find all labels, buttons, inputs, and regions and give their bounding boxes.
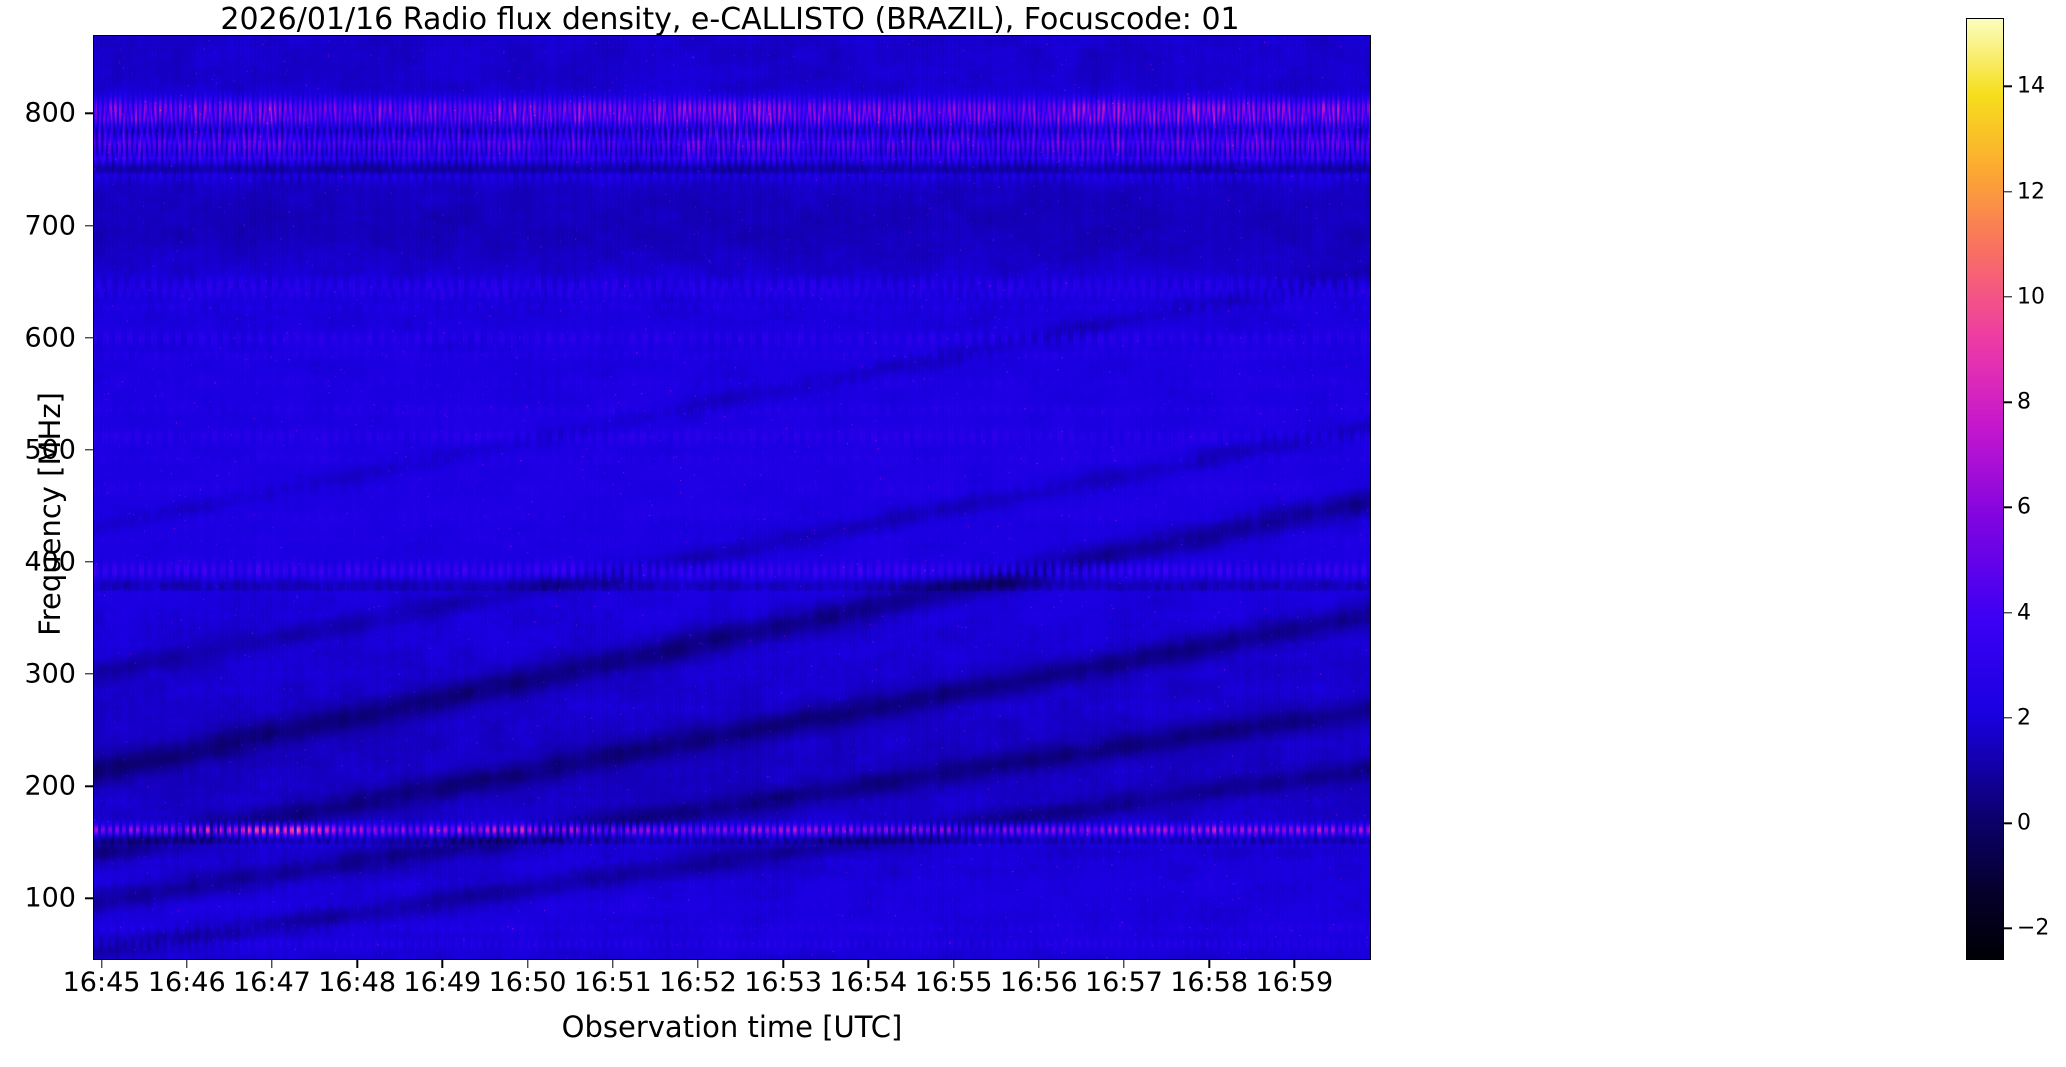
colorbar-tick-mark [2004, 296, 2012, 298]
colorbar-tick-mark [2004, 822, 2012, 824]
y-tick-mark [85, 449, 93, 451]
x-tick-label: 16:50 [488, 967, 567, 998]
spectrogram-image [94, 36, 1370, 959]
colorbar-tick-label: 12 [2017, 179, 2045, 205]
x-tick-mark [271, 960, 273, 968]
y-tick-label: 300 [24, 658, 76, 690]
y-tick-label: 700 [24, 210, 76, 242]
y-tick-mark [85, 785, 93, 787]
colorbar-tick-label: 6 [2017, 494, 2031, 520]
x-tick-label: 16:57 [1085, 967, 1163, 998]
y-tick-mark [85, 112, 93, 115]
colorbar-tick-mark [2004, 190, 2012, 193]
y-tick-label: 200 [24, 770, 76, 802]
spectrogram-plot-area [93, 35, 1371, 960]
x-tick-mark [782, 960, 784, 968]
y-tick-label: 500 [24, 434, 76, 466]
colorbar-tick-label: −2 [2017, 915, 2050, 941]
colorbar-gradient [1967, 19, 2003, 959]
x-tick-mark [1123, 960, 1125, 968]
colorbar-tick-label: 4 [2017, 600, 2031, 626]
colorbar-tick-label: 0 [2017, 810, 2031, 836]
colorbar-tick-label: 14 [2017, 73, 2045, 99]
y-tick-mark [85, 561, 93, 563]
y-tick-label: 600 [24, 322, 76, 354]
x-tick-label: 16:54 [829, 967, 908, 998]
x-tick-label: 16:59 [1255, 967, 1334, 998]
y-tick-mark [85, 897, 93, 900]
x-tick-mark [867, 960, 870, 968]
x-tick-mark [100, 960, 103, 968]
colorbar-tick-mark [2004, 401, 2012, 403]
colorbar-tick-mark [2004, 611, 2012, 614]
x-tick-label: 16:51 [573, 967, 652, 998]
x-tick-mark [356, 960, 358, 968]
x-tick-label: 16:56 [999, 967, 1078, 998]
colorbar-tick-label: 2 [2017, 705, 2031, 731]
y-tick-label: 400 [24, 546, 76, 578]
colorbar-tick-mark [2004, 927, 2012, 930]
colorbar-tick-mark [2004, 506, 2012, 509]
y-tick-label: 800 [24, 97, 76, 129]
y-tick-label: 100 [24, 882, 76, 914]
x-tick-label: 16:48 [318, 967, 397, 998]
x-tick-label: 16:53 [744, 967, 823, 998]
y-axis-title: Frequency [MHz] [33, 392, 67, 636]
x-tick-label: 16:52 [659, 967, 737, 998]
x-tick-label: 16:55 [914, 967, 993, 998]
x-tick-mark [441, 960, 444, 968]
x-tick-mark [952, 960, 955, 968]
colorbar-tick-label: 10 [2017, 284, 2045, 310]
y-tick-mark [85, 673, 93, 675]
x-tick-mark [697, 960, 699, 968]
y-tick-mark [85, 337, 93, 339]
colorbar [1966, 18, 2004, 960]
colorbar-tick-mark [2004, 717, 2012, 719]
x-tick-mark [612, 960, 614, 968]
x-tick-label: 16:49 [403, 967, 482, 998]
colorbar-tick-label: 8 [2017, 389, 2031, 415]
x-axis-title: Observation time [UTC] [561, 1010, 903, 1044]
x-tick-label: 16:58 [1170, 967, 1249, 998]
x-tick-mark [526, 960, 529, 968]
y-tick-mark [85, 224, 93, 227]
colorbar-tick-mark [2004, 85, 2012, 88]
x-tick-mark [1208, 960, 1210, 968]
x-tick-label: 16:45 [62, 967, 141, 998]
x-tick-mark [1293, 960, 1296, 968]
x-tick-mark [1038, 960, 1040, 968]
x-tick-label: 16:47 [233, 967, 311, 998]
x-tick-label: 16:46 [147, 967, 226, 998]
figure-title: 2026/01/16 Radio flux density, e-CALLIST… [220, 2, 1240, 37]
x-tick-mark [186, 960, 188, 968]
